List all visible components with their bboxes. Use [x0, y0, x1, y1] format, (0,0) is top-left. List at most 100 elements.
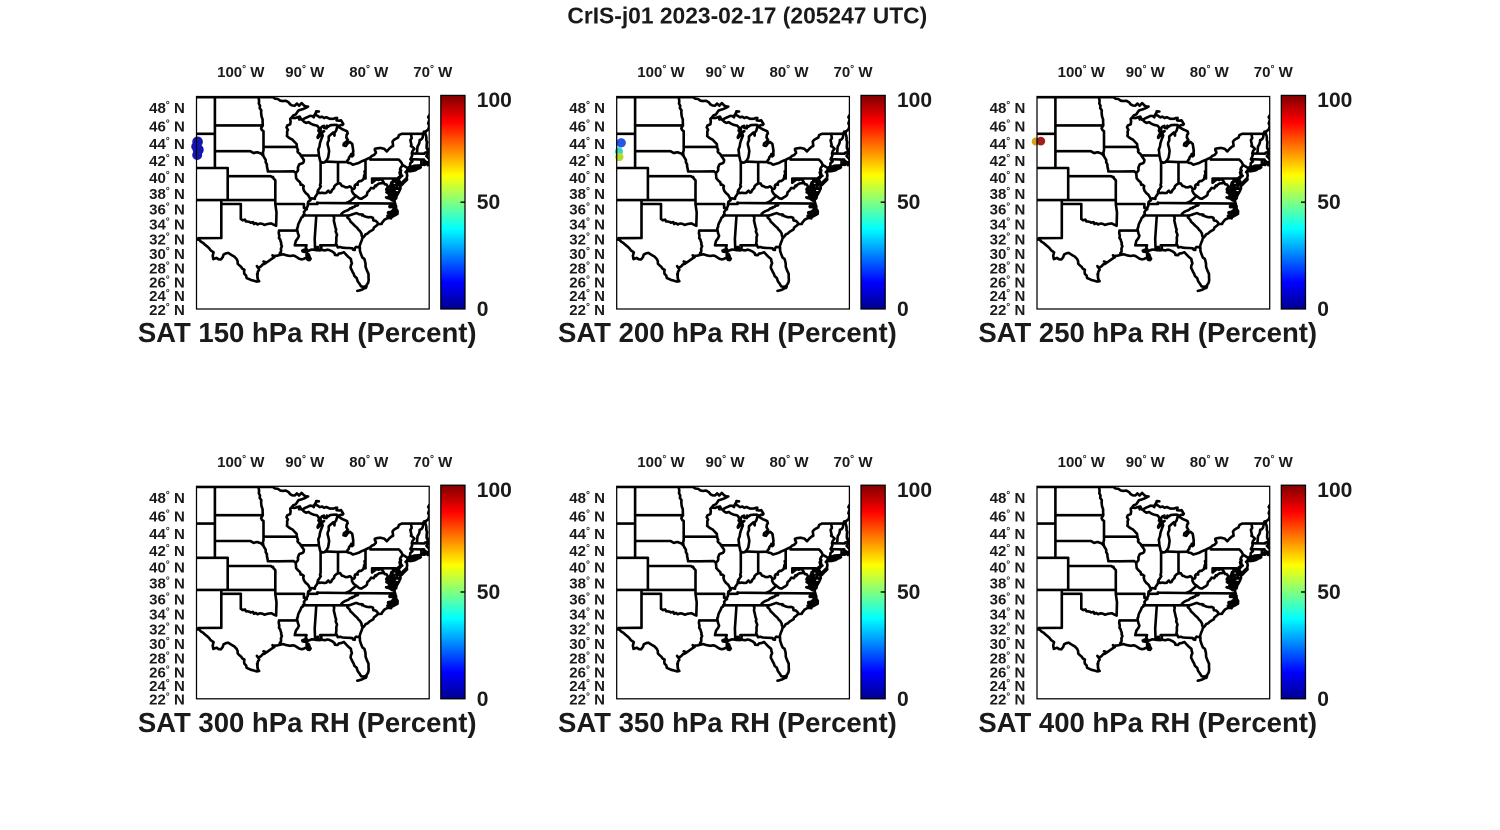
svg-text:34° N: 34° N [149, 217, 185, 234]
svg-text:70° W: 70° W [833, 454, 873, 471]
svg-text:100: 100 [477, 479, 512, 502]
svg-text:24° N: 24° N [990, 678, 1026, 695]
svg-text:48° N: 48° N [149, 100, 185, 117]
svg-text:30° N: 30° N [569, 246, 605, 263]
svg-text:50: 50 [1317, 191, 1340, 214]
svg-text:28° N: 28° N [990, 650, 1026, 667]
svg-text:SAT 300 hPa RH (Percent): SAT 300 hPa RH (Percent) [138, 707, 477, 738]
svg-text:42° N: 42° N [990, 543, 1026, 560]
svg-text:80° W: 80° W [1190, 454, 1230, 471]
svg-text:70° W: 70° W [413, 64, 453, 81]
svg-text:90° W: 90° W [705, 454, 745, 471]
svg-text:48° N: 48° N [569, 100, 605, 117]
svg-text:40° N: 40° N [990, 170, 1026, 187]
svg-text:80° W: 80° W [349, 454, 389, 471]
svg-text:100: 100 [1317, 479, 1352, 502]
svg-text:32° N: 32° N [990, 232, 1026, 249]
svg-text:90° W: 90° W [1126, 454, 1166, 471]
svg-text:42° N: 42° N [149, 543, 185, 560]
svg-text:70° W: 70° W [1254, 64, 1294, 81]
svg-text:36° N: 36° N [990, 591, 1026, 608]
svg-text:44° N: 44° N [990, 526, 1026, 543]
svg-text:34° N: 34° N [569, 607, 605, 624]
svg-text:48° N: 48° N [149, 490, 185, 507]
svg-text:80° W: 80° W [769, 454, 809, 471]
svg-text:100° W: 100° W [637, 454, 685, 471]
svg-text:SAT 150 hPa RH (Percent): SAT 150 hPa RH (Percent) [138, 317, 477, 348]
svg-text:24° N: 24° N [149, 288, 185, 305]
svg-text:30° N: 30° N [990, 636, 1026, 653]
svg-text:40° N: 40° N [569, 560, 605, 577]
svg-text:42° N: 42° N [990, 153, 1026, 170]
svg-text:48° N: 48° N [569, 490, 605, 507]
svg-text:44° N: 44° N [569, 526, 605, 543]
svg-text:100° W: 100° W [1058, 454, 1106, 471]
svg-text:30° N: 30° N [569, 636, 605, 653]
svg-text:0: 0 [1317, 688, 1329, 711]
svg-text:46° N: 46° N [569, 119, 605, 136]
svg-text:80° W: 80° W [1190, 64, 1230, 81]
svg-text:100° W: 100° W [217, 64, 265, 81]
svg-text:28° N: 28° N [569, 261, 605, 278]
svg-text:70° W: 70° W [1254, 454, 1294, 471]
svg-text:34° N: 34° N [569, 217, 605, 234]
svg-text:38° N: 38° N [990, 576, 1026, 593]
svg-text:42° N: 42° N [569, 543, 605, 560]
svg-text:44° N: 44° N [149, 526, 185, 543]
svg-text:42° N: 42° N [149, 153, 185, 170]
svg-text:70° W: 70° W [833, 64, 873, 81]
svg-text:100: 100 [477, 89, 512, 112]
svg-text:100: 100 [897, 479, 932, 502]
svg-text:38° N: 38° N [569, 576, 605, 593]
svg-text:50: 50 [897, 191, 920, 214]
svg-text:80° W: 80° W [769, 64, 809, 81]
svg-text:24° N: 24° N [569, 678, 605, 695]
svg-text:22° N: 22° N [569, 302, 605, 319]
svg-text:46° N: 46° N [990, 119, 1026, 136]
svg-text:0: 0 [897, 688, 909, 711]
svg-text:32° N: 32° N [569, 232, 605, 249]
svg-text:32° N: 32° N [149, 621, 185, 638]
svg-text:22° N: 22° N [990, 692, 1026, 709]
svg-text:30° N: 30° N [149, 246, 185, 263]
svg-text:100° W: 100° W [1058, 64, 1106, 81]
svg-text:0: 0 [1317, 298, 1329, 321]
svg-text:46° N: 46° N [149, 119, 185, 136]
svg-text:44° N: 44° N [149, 136, 185, 153]
svg-text:80° W: 80° W [349, 64, 389, 81]
svg-text:34° N: 34° N [990, 217, 1026, 234]
svg-text:28° N: 28° N [149, 261, 185, 278]
svg-text:46° N: 46° N [990, 508, 1026, 525]
svg-text:40° N: 40° N [149, 170, 185, 187]
svg-text:26° N: 26° N [149, 275, 185, 292]
svg-text:36° N: 36° N [149, 202, 185, 219]
svg-text:48° N: 48° N [990, 100, 1026, 117]
svg-text:90° W: 90° W [285, 454, 325, 471]
svg-text:34° N: 34° N [990, 607, 1026, 624]
svg-text:38° N: 38° N [990, 186, 1026, 203]
svg-text:36° N: 36° N [149, 591, 185, 608]
svg-text:0: 0 [897, 298, 909, 321]
svg-text:40° N: 40° N [569, 170, 605, 187]
svg-text:32° N: 32° N [569, 621, 605, 638]
svg-text:44° N: 44° N [990, 136, 1026, 153]
svg-text:42° N: 42° N [569, 153, 605, 170]
svg-text:44° N: 44° N [569, 136, 605, 153]
svg-text:32° N: 32° N [149, 232, 185, 249]
svg-text:36° N: 36° N [569, 591, 605, 608]
svg-text:SAT 350 hPa RH (Percent): SAT 350 hPa RH (Percent) [558, 707, 897, 738]
svg-text:SAT 250 hPa RH (Percent): SAT 250 hPa RH (Percent) [978, 317, 1317, 348]
svg-text:46° N: 46° N [149, 508, 185, 525]
svg-text:100: 100 [897, 89, 932, 112]
svg-text:38° N: 38° N [149, 186, 185, 203]
svg-text:90° W: 90° W [705, 64, 745, 81]
svg-text:SAT 400 hPa RH (Percent): SAT 400 hPa RH (Percent) [978, 707, 1317, 738]
svg-text:22° N: 22° N [149, 302, 185, 319]
svg-text:40° N: 40° N [990, 560, 1026, 577]
svg-text:36° N: 36° N [569, 202, 605, 219]
svg-text:34° N: 34° N [149, 607, 185, 624]
svg-text:24° N: 24° N [149, 678, 185, 695]
svg-text:26° N: 26° N [149, 664, 185, 681]
svg-text:28° N: 28° N [990, 261, 1026, 278]
svg-text:26° N: 26° N [569, 664, 605, 681]
